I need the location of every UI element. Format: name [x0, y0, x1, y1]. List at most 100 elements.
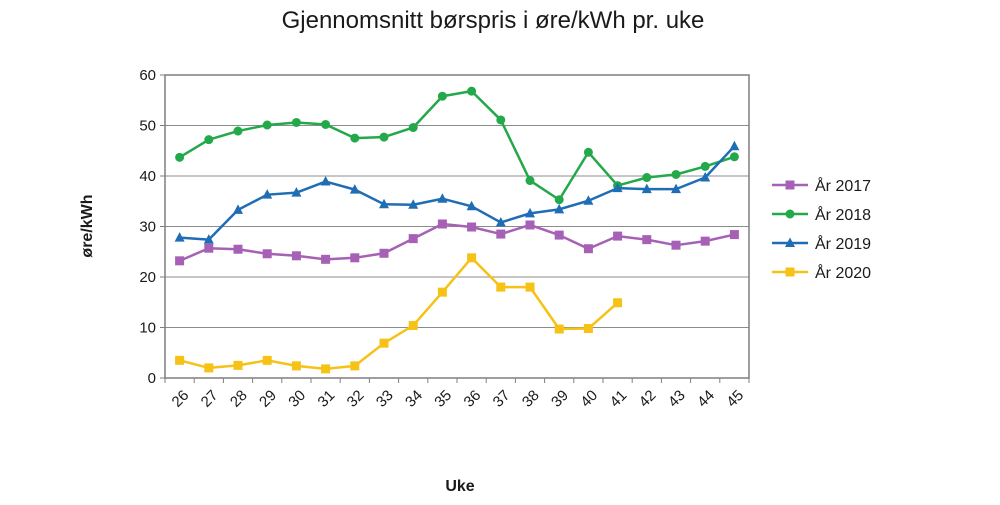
legend-item: År 2019: [772, 234, 871, 253]
data-point: [467, 86, 477, 96]
x-tick-label: 34: [402, 387, 426, 411]
y-axis-ticks: 0 10 20 30 40 50 60: [139, 67, 165, 387]
data-point: [321, 254, 331, 264]
data-point: [291, 251, 301, 261]
data-point: [233, 204, 243, 214]
data-point: [554, 230, 564, 240]
series-line: [179, 256, 619, 371]
legend-marker: [785, 209, 795, 219]
series-line: [179, 222, 735, 262]
data-point: [291, 117, 301, 127]
y-tick-label: 40: [139, 168, 156, 185]
x-tick-label: 42: [636, 387, 660, 411]
data-point: [204, 363, 214, 373]
data-point: [496, 115, 506, 125]
data-point: [496, 229, 506, 239]
x-tick-label: 39: [548, 387, 572, 411]
data-point: [262, 249, 272, 259]
x-axis-label: Uke: [445, 478, 474, 495]
series-1: [175, 86, 739, 205]
data-point: [554, 203, 565, 214]
data-point: [583, 195, 594, 205]
x-tick-label: 44: [694, 387, 718, 411]
data-point: [437, 219, 447, 229]
data-point: [495, 216, 506, 227]
x-tick-label: 35: [431, 387, 455, 411]
x-tick-label: 43: [665, 387, 689, 411]
legend-marker: [785, 180, 795, 190]
data-point: [612, 182, 623, 193]
series-line: [178, 89, 735, 201]
x-tick-label: 29: [256, 387, 280, 411]
x-tick-label: 33: [373, 387, 397, 411]
series-2: [174, 140, 740, 244]
data-point: [204, 135, 214, 145]
data-point: [583, 244, 593, 254]
y-tick-label: 60: [139, 67, 156, 84]
legend-label: År 2017: [815, 176, 871, 195]
data-point: [671, 240, 681, 250]
data-point: [554, 324, 564, 334]
y-tick-label: 0: [148, 370, 156, 387]
data-point: [613, 231, 623, 241]
x-tick-label: 30: [285, 387, 309, 411]
data-point: [467, 222, 477, 232]
data-point: [321, 119, 331, 129]
data-point: [262, 120, 272, 130]
data-point: [349, 184, 360, 194]
series-line: [179, 145, 736, 241]
data-point: [437, 91, 447, 101]
x-axis-ticks: 26 27 28 29 30 31 32 33 34 35 36 37 38 39 40 41 42 43 44 45: [164, 378, 750, 411]
data-point: [175, 355, 185, 365]
y-tick-label: 30: [139, 219, 156, 236]
data-point: [408, 199, 419, 209]
data-point: [525, 176, 535, 186]
y-tick-label: 20: [139, 269, 156, 286]
data-point: [496, 282, 506, 292]
data-point: [262, 189, 273, 199]
data-point: [671, 169, 681, 179]
data-point: [525, 207, 535, 218]
data-point: [174, 232, 185, 242]
data-point: [233, 244, 243, 254]
data-point: [321, 364, 331, 374]
data-point: [700, 172, 711, 182]
data-point: [700, 236, 710, 246]
y-tick-label: 50: [139, 118, 156, 135]
legend-marker: [785, 237, 795, 247]
x-tick-label: 28: [227, 387, 251, 411]
data-point: [729, 140, 740, 151]
data-point: [203, 234, 214, 244]
data-point: [437, 287, 447, 297]
x-tick-label: 36: [461, 387, 485, 411]
data-point: [467, 253, 477, 263]
data-point: [175, 152, 185, 162]
y-axis-label: øre/kWh: [79, 194, 96, 257]
legend-item: År 2020: [772, 263, 871, 282]
data-point: [408, 123, 418, 133]
legend-marker: [785, 267, 795, 277]
x-tick-label: 45: [723, 387, 747, 411]
data-point: [379, 248, 389, 258]
data-point: [291, 361, 301, 371]
data-point: [233, 360, 243, 370]
y-tick-label: 10: [139, 320, 156, 337]
legend-label: År 2020: [815, 263, 871, 282]
data-point: [379, 132, 389, 142]
x-tick-label: 32: [344, 387, 368, 411]
data-point: [642, 173, 652, 183]
data-point: [525, 220, 535, 230]
data-point: [554, 195, 564, 205]
data-point: [233, 126, 243, 136]
data-point: [729, 152, 739, 162]
data-point: [408, 320, 418, 330]
data-point: [671, 183, 681, 194]
plot-frame: [164, 74, 750, 379]
data-point: [291, 187, 302, 197]
data-point: [613, 298, 623, 308]
data-point: [466, 200, 477, 211]
x-tick-label: 26: [169, 387, 193, 411]
data-point: [729, 230, 739, 240]
legend: År 2017 År 2018 År 2019 År 2020: [772, 176, 871, 282]
